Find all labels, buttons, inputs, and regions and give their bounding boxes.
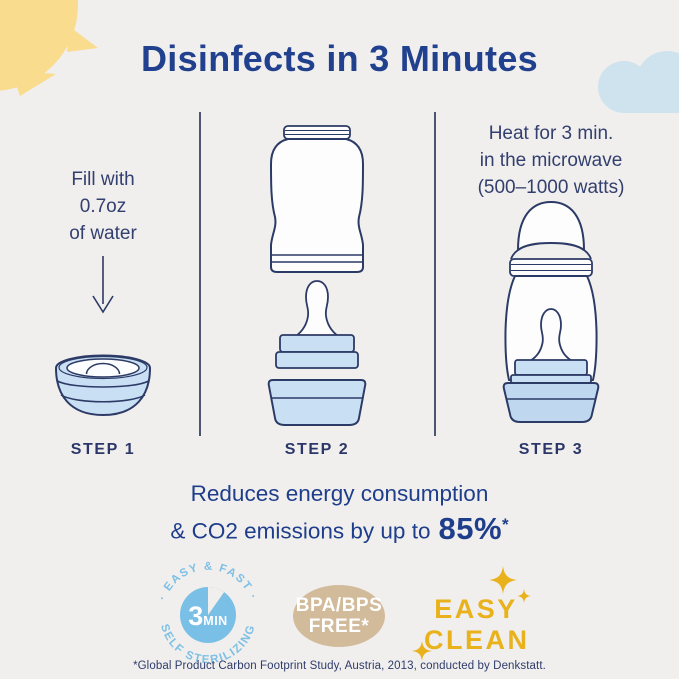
sparkle-icon — [517, 589, 531, 603]
badge-minutes-unit: MIN — [203, 614, 227, 628]
caption-line: of water — [69, 223, 137, 244]
sun-icon — [0, 0, 98, 96]
bpa-free-line2: FREE* — [308, 616, 370, 637]
benefit-claim: Reduces energy consumption & CO2 emissio… — [0, 479, 679, 549]
assembled-bottle-illustration — [502, 201, 600, 423]
bpa-free-badge: BPA/BPS FREE* — [293, 585, 385, 647]
step3-caption: Heat for 3 min. in the microwave (500–10… — [451, 120, 651, 201]
cloud-icon — [598, 51, 679, 113]
step1-label: STEP 1 — [70, 441, 136, 458]
bottle-parts-illustration — [267, 125, 367, 426]
caption-line: Heat for 3 min. — [488, 123, 614, 144]
benefit-line1: Reduces energy consumption — [190, 481, 489, 506]
page-title: Disinfects in 3 Minutes — [141, 38, 538, 79]
sparkle-icon — [489, 566, 517, 594]
benefit-line2-text: & CO2 emissions by up to — [170, 518, 431, 544]
self-sterilizing-badge: · EASY & FAST · SELF STERILIZING 3MIN — [157, 561, 258, 666]
benefit-asterisk: * — [502, 515, 509, 534]
caption-line: 0.7oz — [79, 196, 127, 217]
caption-line: (500–1000 watts) — [477, 177, 625, 198]
bpa-free-line1: BPA/BPS — [295, 595, 383, 616]
svg-text:3MIN: 3MIN — [188, 601, 227, 631]
sparkle-icon — [412, 641, 432, 661]
caption-line: in the microwave — [479, 150, 623, 171]
easy-clean-badge: EASY CLEAN — [424, 594, 528, 656]
arrow-down-icon — [92, 256, 114, 314]
badge-minutes-value: 3 — [188, 601, 203, 631]
footnote: *Global Product Carbon Footprint Study, … — [133, 660, 546, 672]
bowl-illustration — [54, 354, 152, 417]
step1-caption: Fill with 0.7oz of water — [23, 166, 183, 247]
column-divider — [199, 112, 201, 436]
column-divider — [434, 112, 436, 436]
benefit-highlight: 85% — [438, 510, 503, 546]
step2-label: STEP 2 — [284, 441, 350, 458]
easy-clean-line1: EASY — [434, 594, 518, 624]
caption-line: Fill with — [71, 169, 135, 190]
easy-clean-line2: CLEAN — [424, 625, 530, 655]
benefit-line2: & CO2 emissions by up to 85%* — [0, 508, 679, 549]
step3-label: STEP 3 — [518, 441, 584, 458]
